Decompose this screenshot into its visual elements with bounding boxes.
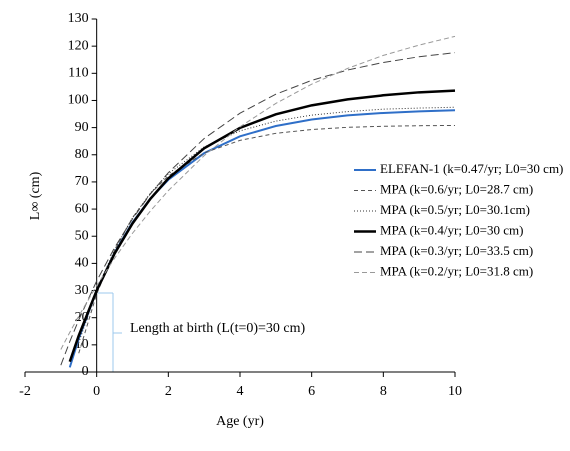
y-tick-label: 90: [75, 120, 89, 135]
legend-label: MPA (k=0.3/yr; L0=33.5 cm): [380, 243, 533, 258]
y-tick-label: 40: [75, 256, 89, 271]
y-tick-label: 60: [75, 201, 89, 216]
series-line: [78, 124, 456, 354]
x-tick-label: 2: [165, 384, 172, 399]
y-axis-label: L∞ (cm): [28, 171, 43, 220]
series-line: [78, 106, 456, 343]
x-tick-label: -2: [19, 384, 31, 399]
x-tick-label: 6: [308, 384, 315, 399]
series-line: [68, 89, 456, 363]
x-tick-label: 0: [93, 384, 100, 399]
x-tick-label: 8: [380, 384, 387, 399]
y-tick-label: 70: [75, 174, 89, 189]
y-tick-label: 130: [68, 11, 89, 26]
series-line: [60, 52, 456, 366]
legend-label: MPA (k=0.2/yr; L0=31.8 cm): [380, 263, 533, 278]
annotation: Length at birth (L(t=0)=30 cm): [130, 321, 306, 336]
x-axis-label: Age (yr): [216, 414, 264, 429]
legend-label: ELEFAN-1 (k=0.47/yr; L0=30 cm): [380, 161, 563, 176]
y-tick-label: 0: [82, 364, 89, 379]
x-tick-label: 4: [237, 384, 244, 399]
y-tick-label: 80: [75, 147, 89, 162]
y-tick-label: 110: [68, 66, 88, 81]
legend-label: MPA (k=0.4/yr; L0=30 cm): [380, 222, 523, 237]
x-tick-label: 10: [448, 384, 462, 399]
legend-label: MPA (k=0.5/yr; L0=30.1cm): [380, 202, 530, 217]
y-tick-label: 50: [75, 228, 89, 243]
legend-label: MPA (k=0.6/yr; L0=28.7 cm): [380, 181, 533, 196]
y-tick-label: 120: [68, 38, 89, 53]
series-line: [60, 35, 456, 350]
y-tick-label: 100: [68, 93, 89, 108]
y-tick-label: 30: [75, 283, 89, 298]
